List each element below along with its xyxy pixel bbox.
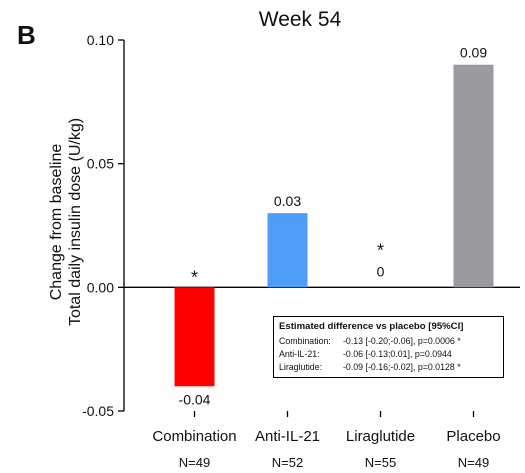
stats-row-label: Liraglutide: (279, 362, 323, 372)
stats-row-liraglutide: Liraglutide: -0.09 [-0.16;-0.02], p=0.012… (279, 361, 498, 374)
stats-row-value: -0.13 [-0.20;-0.06], p=0.0006 * (343, 336, 461, 346)
n-label: N=49 (179, 455, 210, 470)
panel-letter: B (17, 20, 36, 50)
bar (267, 213, 308, 288)
bar (174, 287, 215, 387)
data-label: 0 (377, 263, 385, 279)
n-label: N=52 (272, 455, 303, 470)
data-label: 0.09 (460, 45, 487, 61)
x-tick-label: Placebo (446, 428, 500, 445)
stats-row-value: -0.06 [-0.13;0.01], p=0.0944 (343, 349, 452, 359)
labels: Combination N=49 -0.04 * Anti-IL-21 N=52 0.03 L… (152, 45, 500, 470)
stats-row-anti-il-21: Anti-IL-21: -0.06 [-0.13;0.01], p=0.0944 (279, 348, 498, 361)
n-label: N=55 (365, 455, 396, 470)
significance-mark: * (191, 267, 198, 287)
y-tick-label: 0.05 (87, 156, 114, 172)
significance-mark: * (377, 240, 384, 260)
y-tick-label: 0.10 (87, 32, 114, 48)
stats-box: Estimated difference vs placebo [95%CI] … (273, 316, 504, 378)
bars (174, 64, 494, 387)
stats-row-label: Anti-IL-21: (279, 349, 320, 359)
stats-box-title: Estimated difference vs placebo [95%CI] (279, 321, 464, 332)
x-tick-label: Combination (152, 428, 236, 445)
x-tick-label: Anti-IL-21 (255, 428, 320, 445)
y-tick-label: 0.00 (87, 279, 114, 295)
stats-row-value: -0.09 [-0.16;-0.02], p=0.0128 * (343, 362, 461, 372)
stats-row-label: Combination: (279, 336, 331, 346)
x-tick-label: Liraglutide (346, 428, 415, 445)
n-label: N=49 (458, 455, 489, 470)
data-label: 0.03 (274, 193, 301, 209)
chart-title: Week 54 (258, 8, 342, 31)
y-tick-label: -0.05 (82, 403, 114, 419)
bar (453, 64, 494, 288)
stats-row-combination: Combination: -0.13 [-0.20;-0.06], p=0.000… (279, 335, 498, 348)
data-label: -0.04 (179, 391, 211, 407)
